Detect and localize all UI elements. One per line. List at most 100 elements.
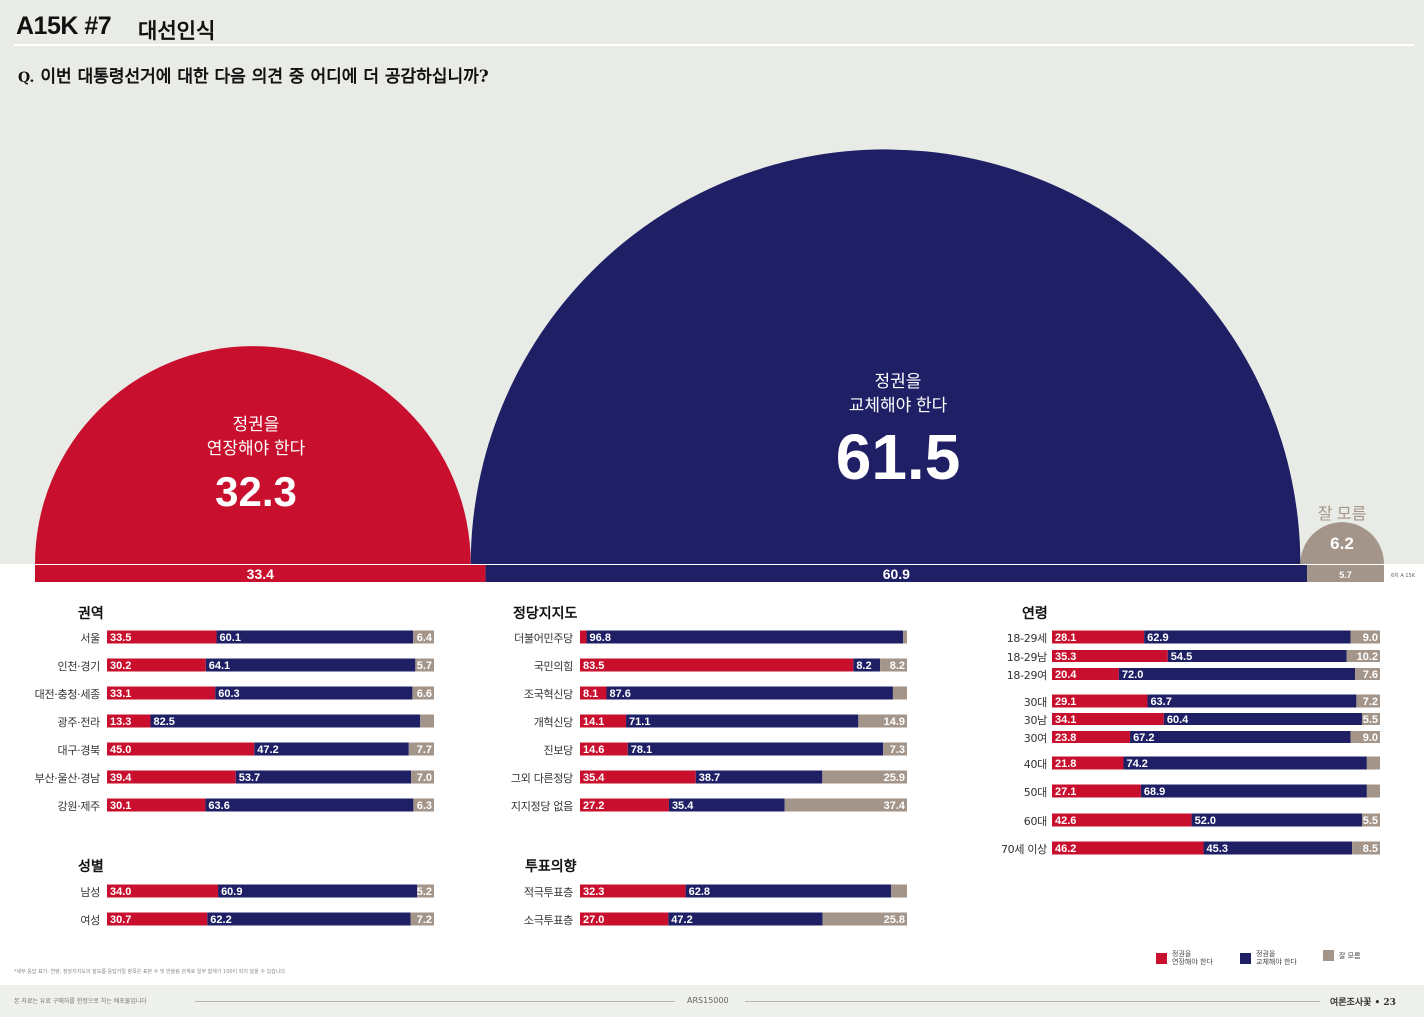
- value-extend: 45.0: [110, 744, 131, 756]
- value-replace: 63.6: [208, 800, 229, 812]
- bar-extend: [1052, 813, 1192, 827]
- value-unknown: 8.2: [890, 660, 905, 672]
- bar-extend: [580, 686, 607, 700]
- footer-notice: 본 자료는 유료 구매자를 한정으로 하는 배포물입니다: [14, 998, 147, 1005]
- previous-note: 6차 A 15K: [1391, 573, 1416, 579]
- value-replace: 35.4: [672, 800, 694, 812]
- unknown-label: 잘 모름: [1318, 505, 1367, 523]
- footer-page: 여론조사꽃 • 23: [1330, 998, 1396, 1008]
- value-extend: 23.8: [1055, 732, 1076, 744]
- value-unknown: 7.2: [417, 914, 432, 926]
- bar-unknown: [822, 912, 907, 926]
- bar-extend: [580, 630, 587, 644]
- value-replace: 68.9: [1144, 786, 1165, 798]
- row-label: 부산·울산·경남: [34, 772, 101, 785]
- value-extend: 35.4: [583, 772, 605, 784]
- value-extend: 32.3: [583, 886, 604, 898]
- value-extend: 33.5: [110, 632, 131, 644]
- bar-replace: [1123, 756, 1367, 770]
- footer-code: ARS15000: [687, 996, 729, 1005]
- survey-code: A15K #7: [16, 12, 112, 40]
- value-replace: 38.7: [699, 772, 720, 784]
- value-replace: 87.6: [609, 688, 630, 700]
- bar-extend: [107, 658, 206, 672]
- legend-replace-line2: 교체해야 한다: [1256, 958, 1297, 966]
- group-title: 성별: [78, 859, 104, 875]
- value-unknown: 6.6: [417, 688, 432, 700]
- bar-extend: [107, 714, 151, 728]
- value-replace: 52.0: [1195, 815, 1216, 827]
- bar-replace: [235, 770, 412, 784]
- bar-replace: [668, 798, 785, 812]
- value-unknown: 6.3: [417, 800, 432, 812]
- value-extend: 30.1: [110, 800, 131, 812]
- value-extend: 83.5: [583, 660, 604, 672]
- value-extend: 8.1: [583, 688, 598, 700]
- row-label: 40대: [1023, 758, 1048, 771]
- value-unknown: 25.8: [884, 914, 905, 926]
- bar-unknown: [784, 798, 907, 812]
- value-extend: 20.4: [1055, 669, 1077, 681]
- row-label: 30대: [1023, 696, 1048, 709]
- bar-replace: [606, 686, 893, 700]
- value-unknown: 25.9: [884, 772, 905, 784]
- legend-extend: 정권을 연장해야 한다: [1156, 950, 1213, 966]
- value-replace: 67.2: [1133, 732, 1154, 744]
- value-replace: 60.3: [218, 688, 239, 700]
- bar-extend: [580, 770, 696, 784]
- row-label: 여성: [80, 914, 100, 927]
- bar-replace: [205, 798, 414, 812]
- value-unknown: 5.7: [417, 660, 432, 672]
- bar-replace: [254, 742, 409, 756]
- value-replace: 45.3: [1207, 843, 1228, 855]
- value-replace: 60.4: [1167, 714, 1189, 726]
- legend-unknown: 잘 모름: [1323, 950, 1361, 961]
- group-title: 정당지지도: [513, 606, 578, 622]
- bar-extend: [1052, 650, 1168, 662]
- legend-unknown-line1: 잘 모름: [1339, 951, 1361, 960]
- value-extend: 39.4: [110, 772, 132, 784]
- group-title: 연령: [1022, 606, 1048, 622]
- bar-replace: [586, 630, 904, 644]
- bar-extend: [1052, 731, 1131, 743]
- bar-replace: [1167, 650, 1347, 662]
- value-replace: 62.9: [1147, 632, 1168, 644]
- bar-unknown: [883, 742, 907, 756]
- bar-extend: [580, 658, 854, 672]
- bar-extend: [1052, 841, 1204, 855]
- row-label: 70세 이상: [1000, 843, 1047, 856]
- row-label: 30남: [1023, 714, 1048, 727]
- extend-value: 32.3: [215, 468, 297, 515]
- bar-unknown: [412, 686, 434, 700]
- value-unknown: 5.5: [1363, 815, 1378, 827]
- value-unknown: 9.0: [1363, 632, 1378, 644]
- value-extend: 46.2: [1055, 843, 1076, 855]
- bar-extend: [107, 912, 208, 926]
- value-extend: 30.2: [110, 660, 131, 672]
- value-unknown: 7.2: [1363, 696, 1378, 708]
- value-replace: 53.7: [239, 772, 260, 784]
- bar-unknown: [1352, 841, 1380, 855]
- bar-unknown: [413, 798, 434, 812]
- headline-chart: 정권을 연장해야 한다 32.3 정권을 교체해야 한다 61.5 잘 모름 6…: [35, 149, 1384, 582]
- value-extend: 30.7: [110, 914, 131, 926]
- value-unknown: 9.0: [1363, 732, 1378, 744]
- value-unknown: 8.5: [1363, 843, 1378, 855]
- replace-label-line1: 정권을: [875, 372, 922, 391]
- group-title: 투표의향: [525, 859, 577, 875]
- bar-replace: [627, 742, 884, 756]
- replace-value: 61.5: [836, 421, 961, 493]
- extend-label-line1: 정권을: [233, 415, 280, 434]
- bar-replace: [207, 912, 411, 926]
- value-extend: 27.0: [583, 914, 604, 926]
- footnote: *세부 응답 표기: 연령, 정당지지도의 잘모름·응답거절 항목은 표본 수 …: [14, 969, 287, 975]
- row-label: 18-29남: [1006, 651, 1048, 664]
- bar-unknown: [1350, 630, 1380, 644]
- bar-replace: [216, 630, 414, 644]
- legend-extend-line2: 연장해야 한다: [1172, 958, 1213, 966]
- legend-extend-swatch: [1156, 952, 1167, 964]
- replace-label-line2: 교체해야 한다: [849, 396, 948, 415]
- value-unknown: 5.5: [1363, 714, 1378, 726]
- value-replace: 63.7: [1150, 696, 1171, 708]
- bar-unknown: [417, 884, 434, 898]
